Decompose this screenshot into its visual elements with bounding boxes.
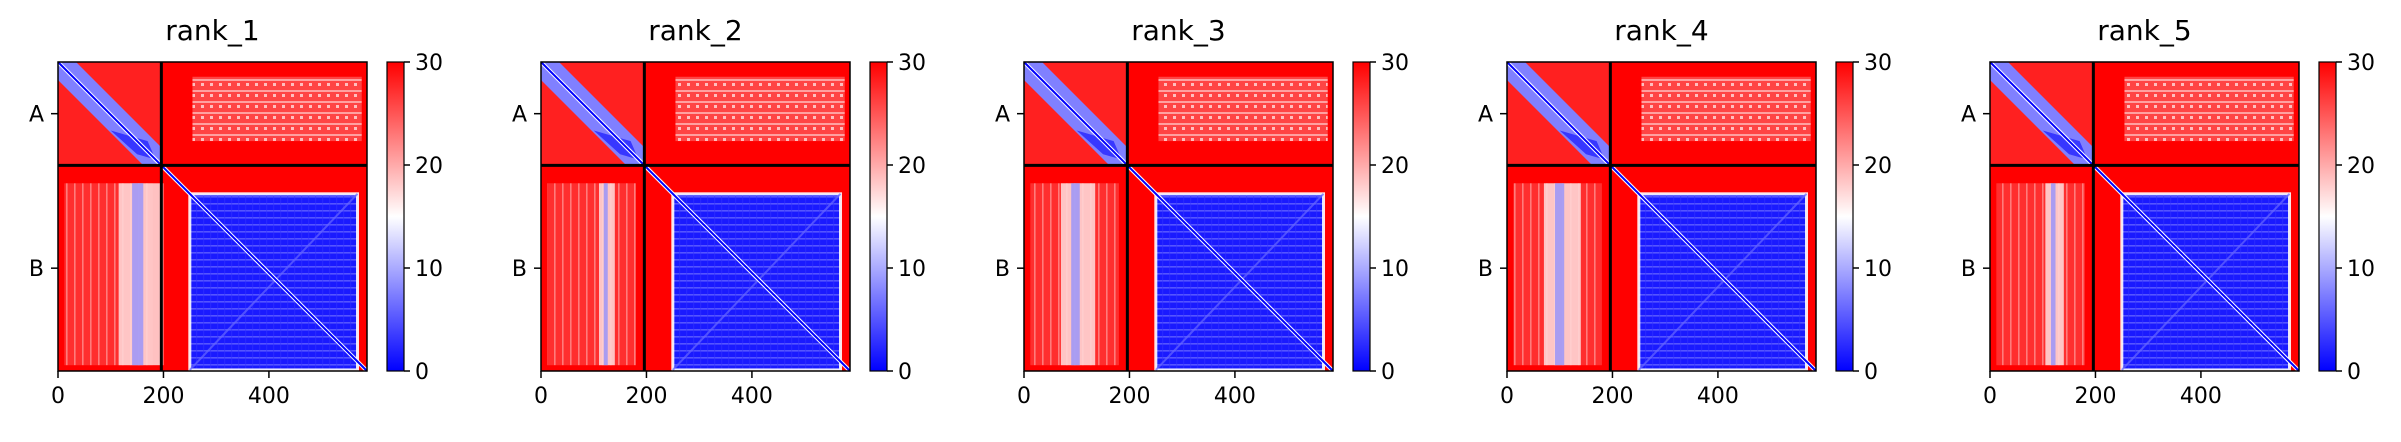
block-bb-edge: [2120, 192, 2292, 372]
x-tick-label: 200: [1108, 384, 1150, 409]
x-tick-label: 400: [731, 384, 773, 409]
x-tick-label: 400: [1214, 384, 1256, 409]
y-tick-label: A: [29, 103, 44, 128]
colorbar-tick-label: 20: [1864, 154, 1892, 179]
panel-title: rank_5: [2097, 14, 2191, 47]
pae-panel-5: rank_5 0 200 400 A B 0 10 20 30: [1961, 14, 2375, 409]
heatmap-frame: [57, 61, 368, 372]
colorbar: [386, 61, 405, 372]
main-diagonal: [1023, 61, 1334, 372]
block-bb-edge: [188, 192, 360, 372]
colorbar-tick-label: 30: [2347, 51, 2375, 76]
heatmap-frame: [540, 61, 851, 372]
x-tick-label: 200: [1591, 384, 1633, 409]
interface-region-ba: [547, 183, 636, 366]
main-diagonal: [540, 61, 851, 372]
x-tick-label: 400: [2180, 384, 2222, 409]
bb-antidiagonal: [2121, 193, 2291, 371]
colorbar-tick-label: 0: [1381, 360, 1395, 385]
panel-title: rank_4: [1614, 14, 1708, 47]
interface-region-ab: [1158, 76, 1328, 142]
y-tick-label: B: [512, 257, 527, 282]
pae-panel-2: rank_2 0 200 400 A B 0 10 20 30: [512, 14, 926, 409]
heatmap-frame: [1506, 61, 1817, 372]
colorbar: [2318, 61, 2337, 372]
low-error-core: [1554, 183, 1565, 366]
x-tick-label: 200: [625, 384, 667, 409]
x-tick-label: 400: [248, 384, 290, 409]
x-tick-label: 200: [142, 384, 184, 409]
colorbar-tick-label: 10: [2347, 257, 2375, 282]
x-tick-label: 0: [1500, 384, 1514, 409]
pae-panel-1: rank_1 0 200 400 A B 0 10 20 30: [29, 14, 443, 409]
colorbar-tick-label: 20: [2347, 154, 2375, 179]
x-tick-label: 0: [1017, 384, 1031, 409]
colorbar-tick-label: 0: [1864, 360, 1878, 385]
main-diagonal: [57, 61, 368, 372]
colorbar: [869, 61, 888, 372]
main-diagonal: [1989, 61, 2300, 372]
x-tick-label: 400: [1697, 384, 1739, 409]
y-tick-label: A: [1961, 103, 1976, 128]
colorbar-tick-label: 0: [898, 360, 912, 385]
main-diagonal: [1506, 61, 1817, 372]
low-error-core: [132, 183, 144, 366]
panel-title: rank_2: [648, 14, 742, 47]
aa-low-error-patch: [2042, 130, 2088, 160]
block-bb-edge: [1154, 192, 1326, 372]
bb-antidiagonal: [1638, 193, 1808, 371]
aa-low-error-patch: [1076, 130, 1122, 160]
panel-title: rank_3: [1131, 14, 1225, 47]
y-tick-label: A: [1478, 103, 1493, 128]
heatmap-frame: [1989, 61, 2300, 372]
aa-low-error-patch: [1559, 130, 1605, 160]
heatmap-frame: [1023, 61, 1334, 372]
x-tick-label: 0: [534, 384, 548, 409]
low-error-core: [603, 183, 608, 366]
pae-panel-3: rank_3 0 200 400 A B 0 10 20 30: [995, 14, 1409, 409]
colorbar-tick-label: 10: [1381, 257, 1409, 282]
low-error-core: [1071, 183, 1080, 366]
bb-antidiagonal: [672, 193, 842, 371]
pae-panel-4: rank_4 0 200 400 A B 0 10 20 30: [1478, 14, 1892, 409]
interface-region-ab: [1641, 76, 1811, 142]
y-tick-label: A: [995, 103, 1010, 128]
colorbar-tick-label: 10: [415, 257, 443, 282]
colorbar-tick-label: 10: [1864, 257, 1892, 282]
y-tick-label: A: [512, 103, 527, 128]
colorbar-tick-label: 10: [898, 257, 926, 282]
interface-region-ab: [2124, 76, 2294, 142]
colorbar-tick-label: 0: [415, 360, 429, 385]
colorbar: [1835, 61, 1854, 372]
interface-region-ab: [675, 76, 845, 142]
colorbar-tick-label: 20: [898, 154, 926, 179]
colorbar-tick-label: 30: [415, 51, 443, 76]
colorbar-tick-label: 20: [1381, 154, 1409, 179]
colorbar: [1352, 61, 1371, 372]
block-bb-edge: [671, 192, 843, 372]
x-tick-label: 0: [51, 384, 65, 409]
low-error-core: [2050, 183, 2056, 366]
interface-region-ab: [192, 76, 362, 142]
bb-antidiagonal: [1155, 193, 1325, 371]
block-bb-edge: [1637, 192, 1809, 372]
aa-low-error-patch: [593, 130, 639, 160]
x-tick-label: 200: [2074, 384, 2116, 409]
colorbar-tick-label: 30: [1381, 51, 1409, 76]
y-tick-label: B: [995, 257, 1010, 282]
y-tick-label: B: [1478, 257, 1493, 282]
bb-antidiagonal: [189, 193, 359, 371]
colorbar-tick-label: 30: [898, 51, 926, 76]
colorbar-tick-label: 30: [1864, 51, 1892, 76]
x-tick-label: 0: [1983, 384, 1997, 409]
colorbar-tick-label: 20: [415, 154, 443, 179]
panel-title: rank_1: [165, 14, 259, 47]
interface-region-ba: [1996, 183, 2085, 366]
y-tick-label: B: [1961, 257, 1976, 282]
aa-low-error-patch: [110, 130, 156, 160]
colorbar-tick-label: 0: [2347, 360, 2361, 385]
y-tick-label: B: [29, 257, 44, 282]
